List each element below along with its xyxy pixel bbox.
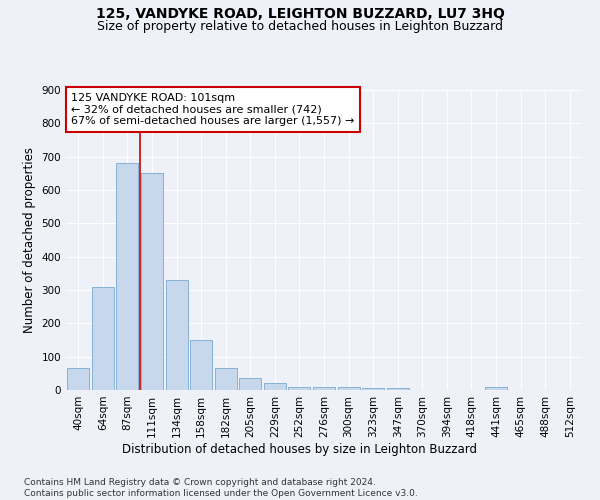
- Text: Contains HM Land Registry data © Crown copyright and database right 2024.
Contai: Contains HM Land Registry data © Crown c…: [24, 478, 418, 498]
- Bar: [313, 386, 335, 390]
- Bar: [190, 340, 212, 390]
- Bar: [485, 386, 507, 390]
- Bar: [116, 164, 139, 390]
- Bar: [141, 174, 163, 390]
- Bar: [239, 378, 262, 390]
- Y-axis label: Number of detached properties: Number of detached properties: [23, 147, 36, 333]
- Text: 125 VANDYKE ROAD: 101sqm
← 32% of detached houses are smaller (742)
67% of semi-: 125 VANDYKE ROAD: 101sqm ← 32% of detach…: [71, 93, 355, 126]
- Bar: [386, 388, 409, 390]
- Bar: [92, 286, 114, 390]
- Bar: [289, 386, 310, 390]
- Text: Distribution of detached houses by size in Leighton Buzzard: Distribution of detached houses by size …: [122, 442, 478, 456]
- Text: Size of property relative to detached houses in Leighton Buzzard: Size of property relative to detached ho…: [97, 20, 503, 33]
- Bar: [166, 280, 188, 390]
- Bar: [338, 386, 359, 390]
- Bar: [215, 368, 237, 390]
- Bar: [362, 388, 384, 390]
- Bar: [264, 384, 286, 390]
- Bar: [67, 368, 89, 390]
- Text: 125, VANDYKE ROAD, LEIGHTON BUZZARD, LU7 3HQ: 125, VANDYKE ROAD, LEIGHTON BUZZARD, LU7…: [95, 8, 505, 22]
